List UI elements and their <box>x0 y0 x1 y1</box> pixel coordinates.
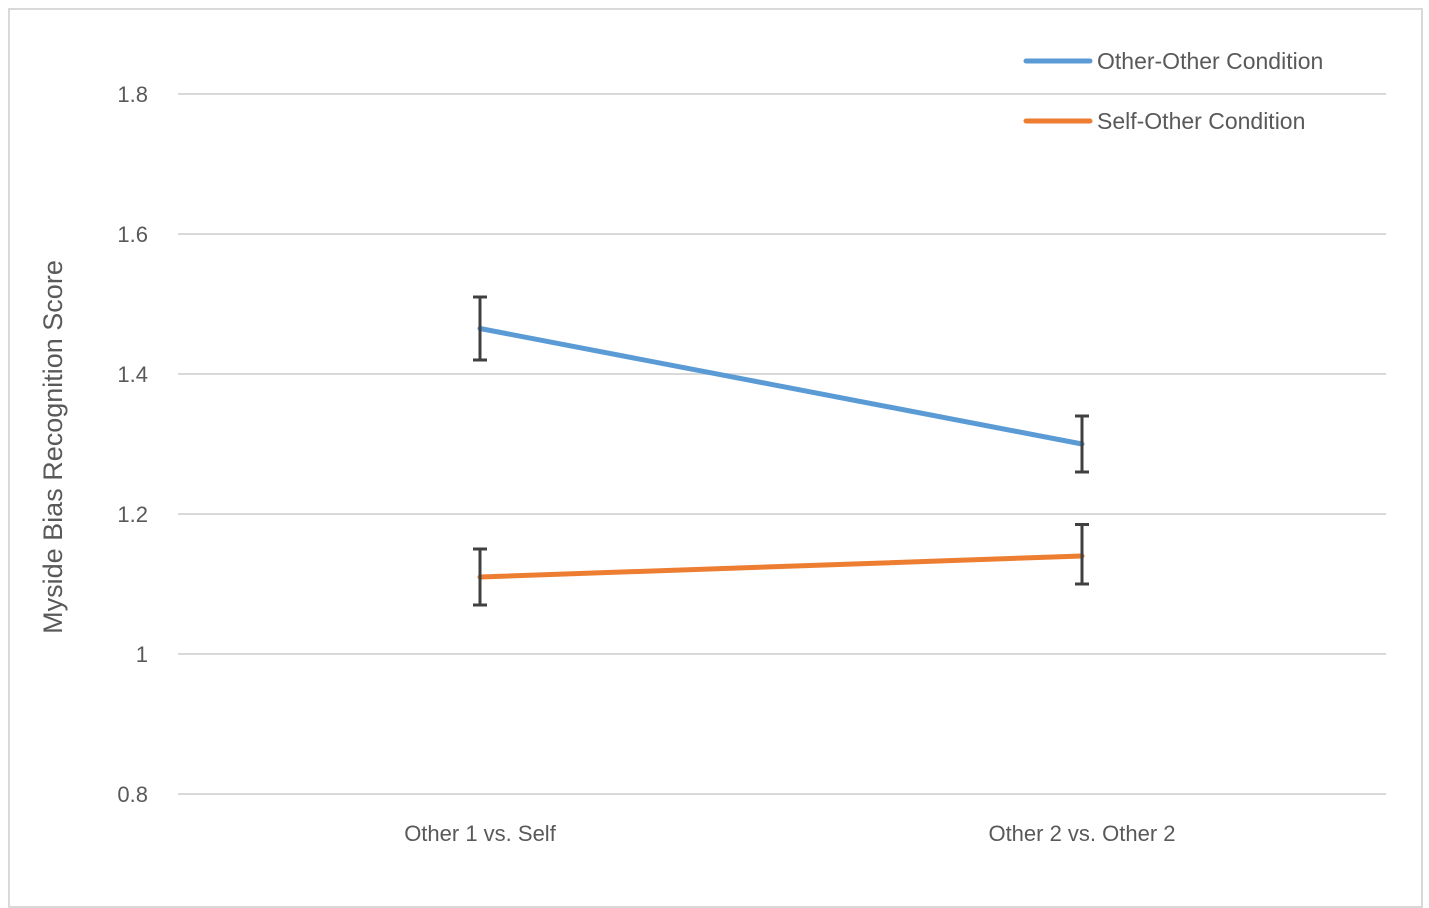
y-tick-label: 1.6 <box>117 222 148 247</box>
error-bar <box>473 295 487 362</box>
chart-frame <box>8 8 1423 908</box>
series-lines <box>477 326 1085 580</box>
line-chart: 0.8 1 1.2 1.4 1.6 1.8 Other 1 vs. Self Other 2… <box>38 48 1386 846</box>
y-tick-label: 1.4 <box>117 362 148 387</box>
y-tick-label: 1.2 <box>117 502 148 527</box>
legend-label: Other-Other Condition <box>1097 48 1323 74</box>
error-bar <box>473 547 487 607</box>
y-tick-label: 0.8 <box>117 782 148 807</box>
y-tick-labels: 0.8 1 1.2 1.4 1.6 1.8 <box>117 82 148 807</box>
series-line-0 <box>477 326 1085 447</box>
error-bar <box>1075 523 1089 586</box>
x-tick-labels: Other 1 vs. Self Other 2 vs. Other 2 <box>404 821 1175 846</box>
legend-label: Self-Other Condition <box>1097 108 1305 134</box>
gridlines <box>178 93 1386 795</box>
legend: Other-Other Condition Self-Other Conditio… <box>1023 48 1323 134</box>
x-tick-label: Other 2 vs. Other 2 <box>988 821 1175 846</box>
y-tick-label: 1 <box>136 642 148 667</box>
series-line-1 <box>477 553 1085 580</box>
x-tick-label: Other 1 vs. Self <box>404 821 557 846</box>
error-bar <box>1075 414 1089 474</box>
y-tick-label: 1.8 <box>117 82 148 107</box>
y-axis-title: Myside Bias Recognition Score <box>38 260 68 634</box>
error-bars <box>473 295 1089 607</box>
